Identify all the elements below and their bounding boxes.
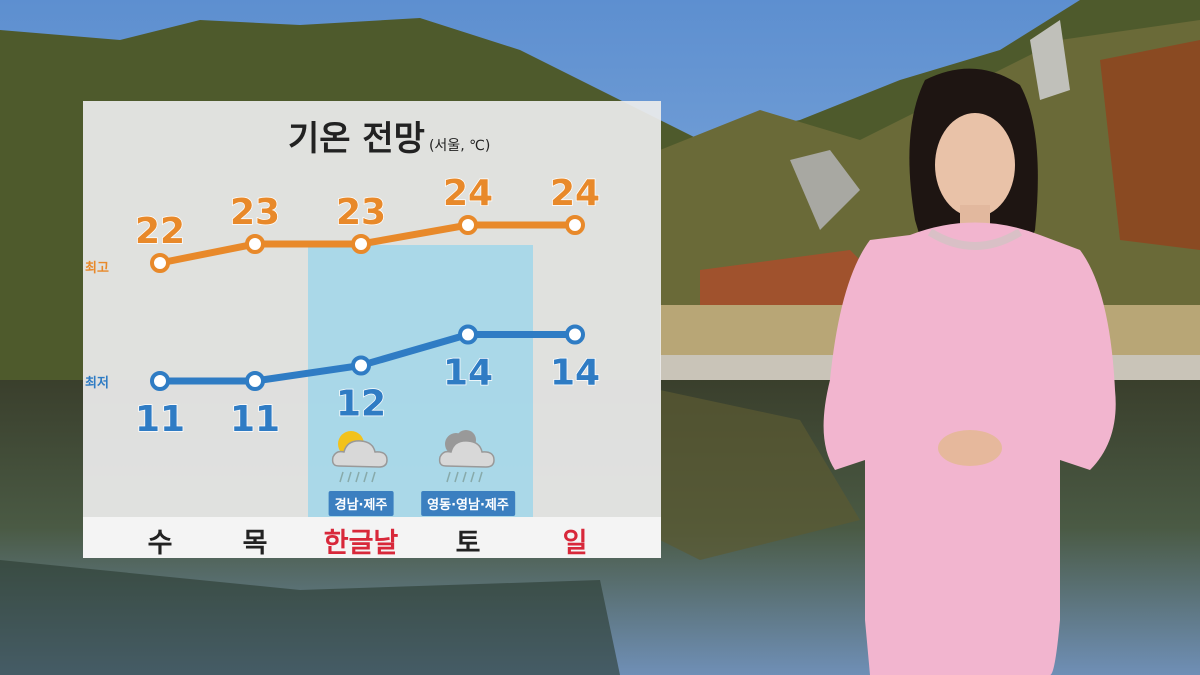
highlight-band xyxy=(308,245,533,517)
day-label: 일 xyxy=(562,528,588,559)
data-label: 23 xyxy=(230,192,280,233)
data-label: 23 xyxy=(336,192,386,233)
data-label: 11 xyxy=(135,399,185,440)
series-label-high: 최고 xyxy=(85,261,109,276)
region-tag: 영동·영남·제주 xyxy=(421,491,515,516)
partly-cloudy-rain-icon xyxy=(329,426,393,490)
day-label: 목 xyxy=(242,528,268,559)
series-line-low xyxy=(160,331,575,385)
day-label-bar xyxy=(83,517,661,558)
chart-title: 기온 전망 (서울, ℃) xyxy=(288,111,490,160)
data-point xyxy=(458,215,478,235)
data-label: 14 xyxy=(550,353,600,394)
data-point xyxy=(150,253,170,273)
title-text: 기온 전망 xyxy=(288,119,425,159)
data-label: 24 xyxy=(550,173,600,214)
data-label: 11 xyxy=(230,399,280,440)
day-label: 토 xyxy=(455,528,481,559)
data-point xyxy=(245,234,265,254)
data-point xyxy=(245,371,265,391)
chart-subtitle: (서울, ℃) xyxy=(428,138,491,154)
data-point xyxy=(351,234,371,254)
cloudy-rain-icon xyxy=(436,426,500,490)
data-label: 14 xyxy=(443,353,493,394)
data-point xyxy=(565,215,585,235)
series-label-low: 최저 xyxy=(85,376,109,391)
data-label: 22 xyxy=(135,211,185,252)
day-label: 한글날 xyxy=(323,528,399,559)
data-label: 24 xyxy=(443,173,493,214)
data-point xyxy=(351,355,371,376)
day-label: 수 xyxy=(147,528,173,559)
data-point xyxy=(565,324,585,345)
presenter xyxy=(823,68,1116,675)
data-point xyxy=(150,371,170,391)
region-tag: 경남·제주 xyxy=(328,491,394,516)
data-point xyxy=(458,324,478,345)
data-label: 12 xyxy=(336,384,386,425)
temperature-forecast-panel: 기온 전망 (서울, ℃) 최고 최저 22 23 23 24 24 11 11 12 14 14 … xyxy=(83,101,661,559)
line-chart: 22 23 23 24 24 11 11 12 14 14 xyxy=(134,172,601,441)
